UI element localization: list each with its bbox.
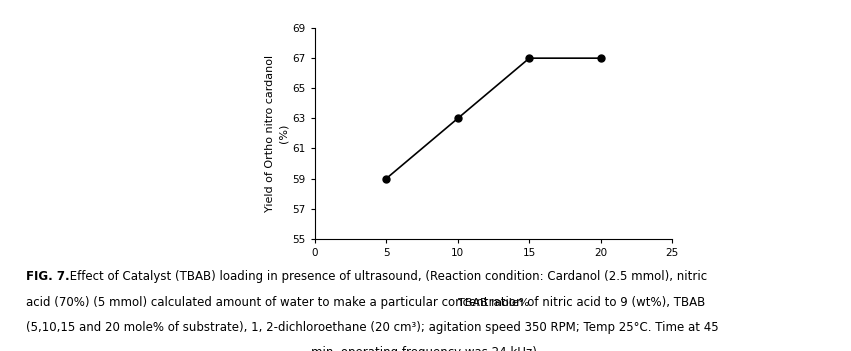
- Text: min, operating frequency was 24 kHz).: min, operating frequency was 24 kHz).: [311, 346, 540, 351]
- Text: acid (70%) (5 mmol) calculated amount of water to make a particular concentratio: acid (70%) (5 mmol) calculated amount of…: [26, 296, 705, 309]
- Text: Effect of Catalyst (TBAB) loading in presence of ultrasound, (Reaction condition: Effect of Catalyst (TBAB) loading in pre…: [66, 270, 707, 283]
- Text: FIG. 7.: FIG. 7.: [26, 270, 69, 283]
- Text: TBAB mole%: TBAB mole%: [458, 298, 529, 308]
- Y-axis label: Yield of Ortho nitro cardanol
(%): Yield of Ortho nitro cardanol (%): [266, 55, 288, 212]
- Text: (5,10,15 and 20 mole% of substrate), 1, 2-dichloroethane (20 cm³); agitation spe: (5,10,15 and 20 mole% of substrate), 1, …: [26, 321, 718, 334]
